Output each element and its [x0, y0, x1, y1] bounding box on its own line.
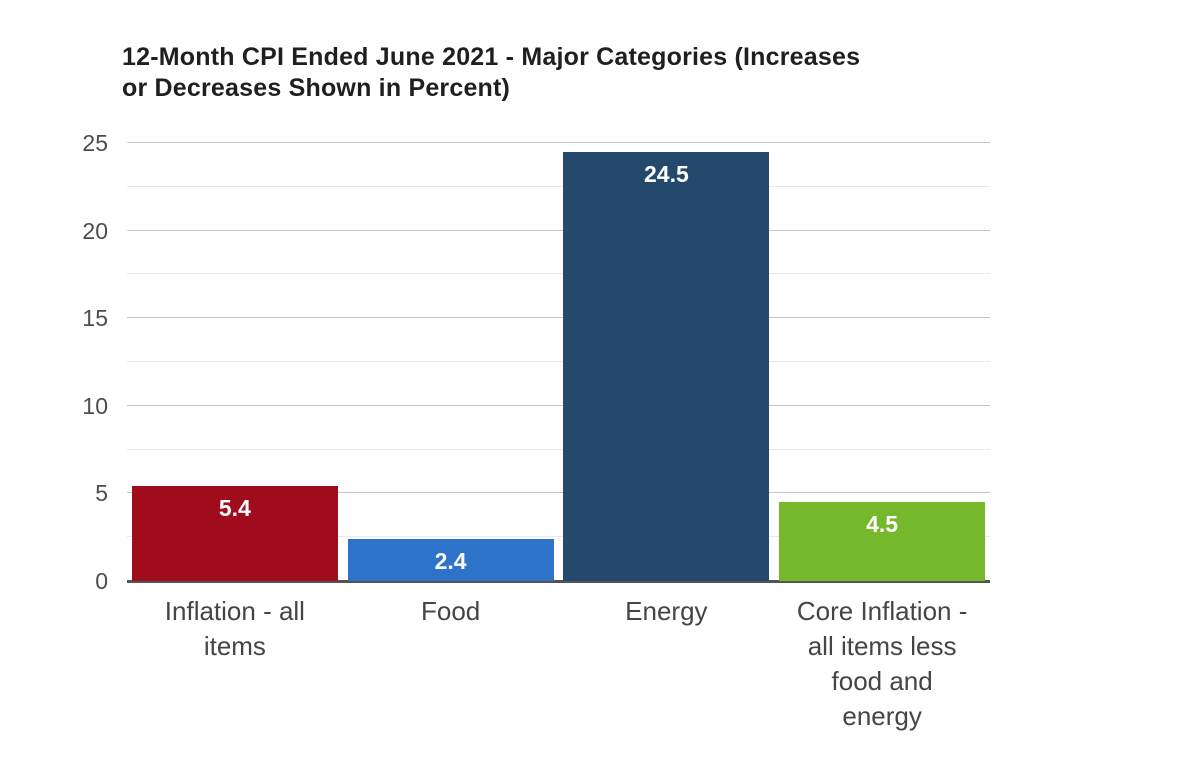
x-axis-line [127, 580, 990, 583]
y-tick-label-0: 0 [95, 568, 108, 594]
bar-energy: 24.5 [563, 151, 770, 581]
y-tick-label-20: 20 [82, 217, 108, 244]
y-tick-label-5: 5 [95, 480, 108, 507]
x-axis-label-inflation-all-items: Inflation - all items [164, 596, 305, 661]
x-axis-label-core-inflation-all-items-less-food-and-energy: Core Inflation - all items less food and… [796, 596, 968, 731]
y-tick-label-10: 10 [82, 392, 108, 419]
y-tick-label-25: 25 [82, 130, 108, 156]
x-axis-label-energy: Energy [625, 596, 708, 626]
y-tick-label-15: 15 [82, 305, 108, 332]
bar-food: 2.4 [347, 538, 554, 581]
major-gridline-10 [127, 404, 990, 406]
minor-gridline-7.5 [127, 448, 990, 450]
bar-value-label: 4.5 [866, 511, 899, 538]
bar-core-inflation-all-items-less-food-and-energy: 4.5 [779, 502, 986, 581]
minor-gridline-2.5 [127, 536, 990, 538]
bar-value-label: 5.4 [218, 495, 251, 522]
chart-title: 12-Month CPI Ended June 2021 - Major Cat… [122, 43, 861, 102]
minor-gridline-17.5 [127, 273, 990, 275]
x-axis-labels: Inflation - all items Food Energy Core Infl… [127, 594, 990, 734]
major-gridline-15 [127, 317, 990, 319]
bar-value-label: 2.4 [434, 547, 467, 574]
minor-gridline-22.5 [127, 185, 990, 187]
major-gridline-5 [127, 492, 990, 494]
major-gridline-20 [127, 229, 990, 231]
major-gridline-25 [127, 142, 990, 143]
x-axis-label-food: Food [420, 596, 481, 626]
plot-area: 5.4 2.4 24.5 4.5 [127, 142, 990, 583]
bar-value-label: 24.5 [643, 160, 689, 187]
bar-inflation-all-items: 5.4 [131, 486, 338, 581]
minor-gridline-12.5 [127, 361, 990, 362]
